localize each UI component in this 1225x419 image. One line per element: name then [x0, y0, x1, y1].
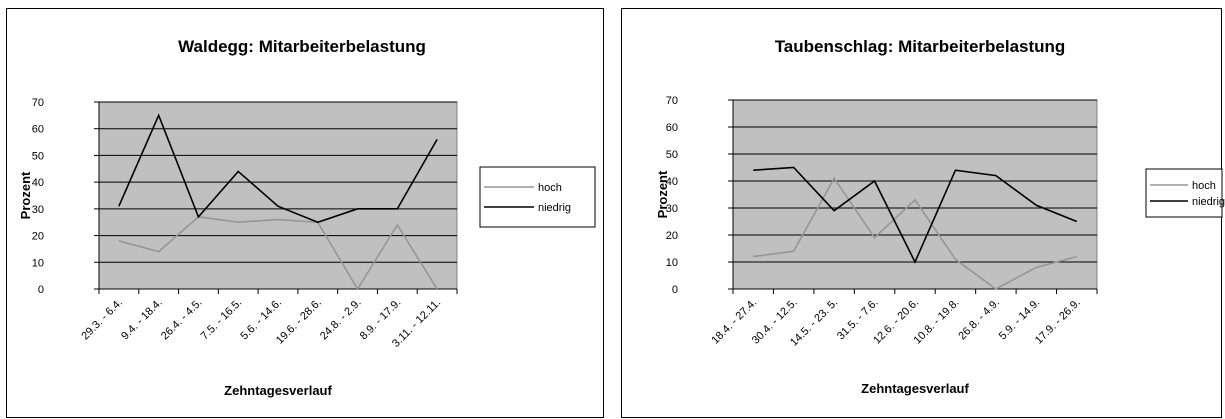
legend-label-niedrig: niedrig — [538, 202, 571, 214]
y-tick-label: 70 — [32, 97, 44, 109]
y-tick-label: 60 — [666, 122, 678, 134]
chart-title: Taubenschlag: Mitarbeiterbelastung — [775, 37, 1066, 56]
y-tick-label: 0 — [672, 284, 678, 296]
y-tick-label: 20 — [32, 231, 44, 243]
chart-title: Waldegg: Mitarbeiterbelastung — [178, 37, 426, 56]
x-axis-title: Zehntagesverlauf — [224, 383, 332, 398]
y-axis-title: Prozent — [18, 171, 33, 219]
legend-label-hoch: hoch — [538, 182, 562, 194]
chart-waldegg: Waldegg: Mitarbeiterbelastung 0 10 20 30 40 50… — [18, 37, 596, 398]
x-tick-label: 29.3. - 6.4. — [79, 297, 125, 343]
chart-taubenschlag: Taubenschlag: Mitarbeiterbelastung 0 10 20 3… — [655, 37, 1225, 396]
x-tick-label: 7.5. - 16.5. — [199, 297, 245, 343]
chart-panel-taubenschlag: Taubenschlag: Mitarbeiterbelastung 0 10 20 3… — [621, 8, 1225, 418]
y-tick-label: 70 — [666, 95, 678, 107]
series-line-niedrig — [118, 113, 438, 224]
y-tick-label: 30 — [32, 204, 44, 216]
series-line-niedrig — [753, 166, 1078, 264]
y-tick-label: 30 — [666, 203, 678, 215]
x-tick-label: 26.8. - 4.9. — [956, 297, 1002, 343]
legend-box — [479, 166, 596, 228]
legend-label-niedrig: niedrig — [1192, 196, 1225, 208]
chart-panel-waldegg: Waldegg: Mitarbeiterbelastung 0 10 20 30 40 50… — [6, 8, 604, 418]
y-tick-label: 50 — [666, 149, 678, 161]
series-line-hoch — [753, 176, 1077, 290]
y-tick-label: 10 — [666, 257, 678, 269]
x-tick-label: 26.4. - 4.5. — [159, 297, 205, 343]
x-tick-label: 9.4. - 18.4. — [119, 297, 165, 343]
x-axis-title: Zehntagesverlauf — [861, 381, 969, 396]
y-tick-label: 0 — [38, 284, 44, 296]
legend-label-hoch: hoch — [1192, 180, 1216, 192]
series-line-hoch — [118, 216, 438, 291]
y-tick-label: 40 — [666, 176, 678, 188]
y-tick-label: 20 — [666, 230, 678, 242]
plot-area — [98, 101, 458, 290]
y-tick-label: 10 — [32, 257, 44, 269]
y-tick-label: 50 — [32, 150, 44, 162]
x-tick-label: 24.8. - 2.9. — [318, 297, 364, 343]
y-tick-label: 40 — [32, 177, 44, 189]
y-tick-label: 60 — [32, 124, 44, 136]
legend-box — [1145, 168, 1223, 218]
y-axis-title: Prozent — [655, 170, 670, 218]
